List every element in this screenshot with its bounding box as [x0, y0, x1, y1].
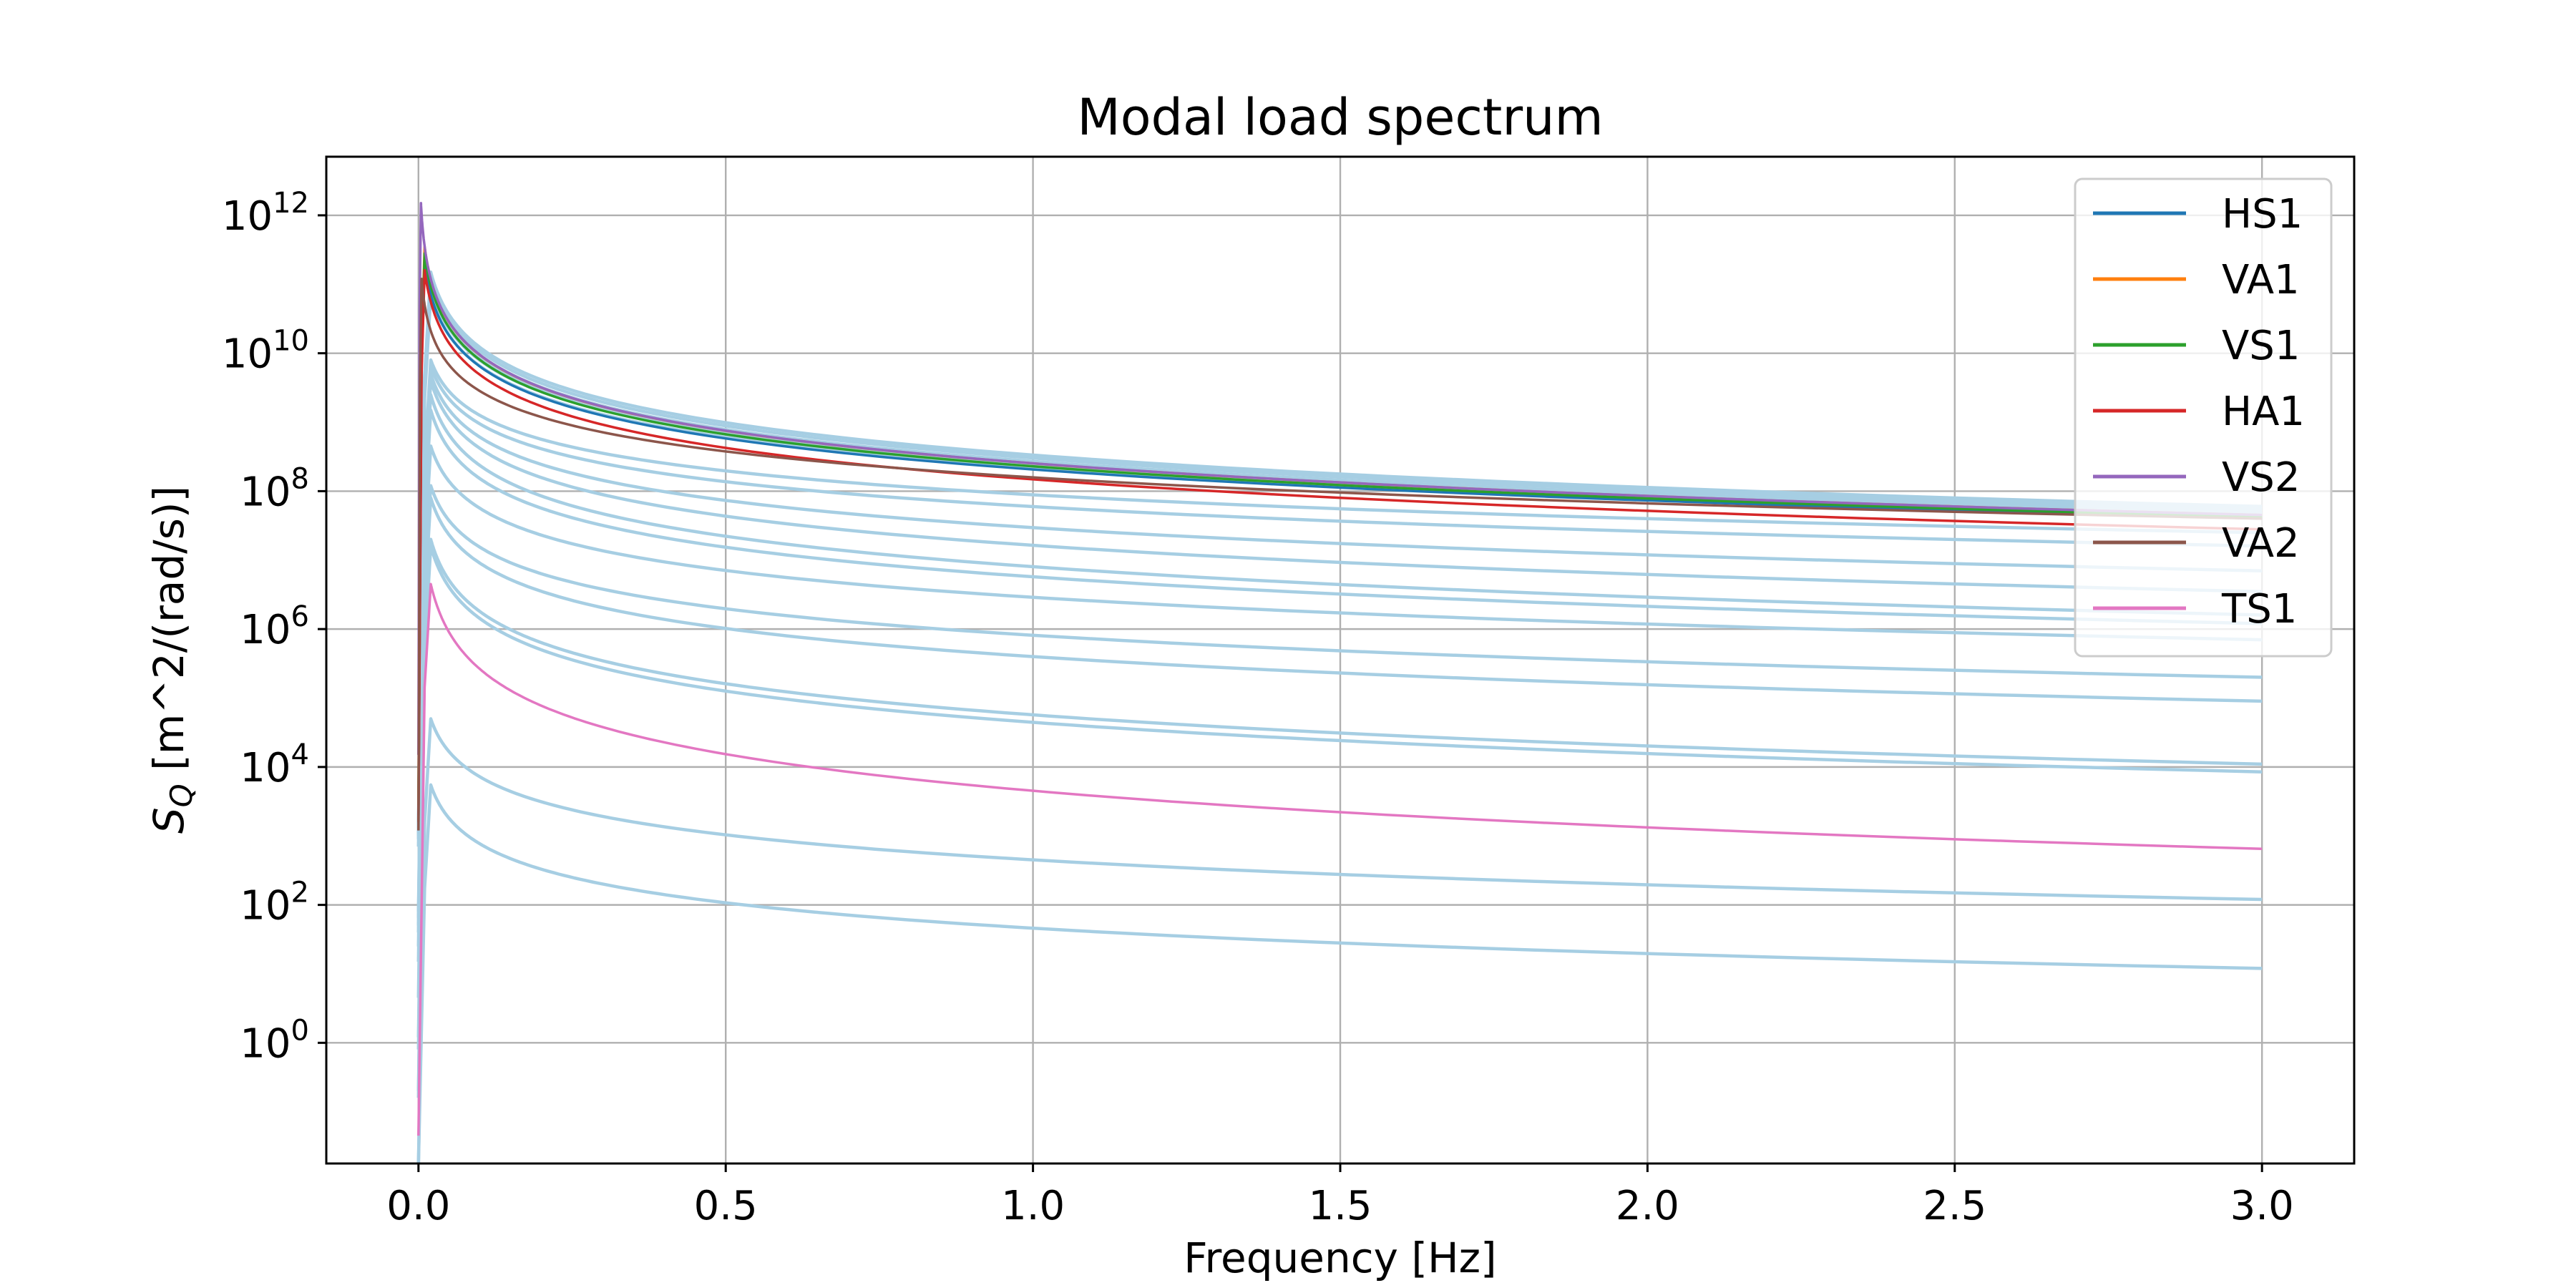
x-tick-label: 1.5 [1308, 1183, 1372, 1229]
y-tick-base: 10 [222, 331, 273, 378]
y-tick-exponent: 2 [291, 877, 309, 909]
chart-title: Modal load spectrum [1077, 88, 1603, 147]
unlabeled-series-line [416, 496, 2263, 1050]
y-tick-label: 1012 [222, 187, 309, 240]
y-tick-exponent: 10 [273, 325, 309, 358]
legend-label-va1: VA1 [2222, 257, 2300, 303]
y-tick-exponent: 0 [291, 1014, 309, 1047]
y-tick-label: 1010 [222, 325, 309, 378]
x-tick-label: 2.0 [1616, 1183, 1679, 1229]
unlabeled-series-line [416, 544, 2263, 1098]
y-axis-title-subscript: Q [164, 784, 199, 807]
y-tick-base: 10 [240, 469, 291, 515]
y-tick-base: 10 [240, 607, 291, 653]
y-tick-exponent: 6 [291, 600, 309, 633]
series-line-va2 [417, 277, 2263, 831]
y-axis-title-symbol: S [145, 807, 193, 834]
x-tick-label: 0.0 [386, 1183, 450, 1229]
legend-items: HS1 VA1 VS1 HA1 VS2 VA2 TS1 [2093, 191, 2305, 633]
y-tick-label: 102 [240, 877, 309, 930]
unlabeled-series-line [416, 358, 2263, 912]
legend-label-ts1: TS1 [2221, 586, 2297, 633]
y-tick-exponent: 4 [291, 738, 309, 771]
unlabeled-series-line [416, 270, 2263, 824]
series-line-ha1 [417, 268, 2263, 822]
y-axis-title-unit: [m^2/(rad/s)] [145, 486, 193, 784]
unlabeled-series-line [416, 372, 2263, 926]
x-tick-label: 0.5 [694, 1183, 758, 1229]
legend-label-vs1: VS1 [2222, 323, 2300, 369]
series-line-ts1 [417, 582, 2263, 1136]
series-line-vs2 [417, 202, 2263, 755]
y-tick-base: 10 [240, 883, 291, 930]
unlabeled-series-line [416, 537, 2263, 1091]
unlabeled-series-line [416, 484, 2263, 1038]
unlabeled-series-line [416, 444, 2263, 998]
legend-label-va2: VA2 [2222, 520, 2300, 567]
x-tick-label: 1.0 [1001, 1183, 1065, 1229]
legend-label-ha1: HA1 [2222, 389, 2305, 435]
y-tick-base: 10 [240, 1020, 291, 1067]
x-tick-label: 3.0 [2230, 1183, 2294, 1229]
y-tick-base: 10 [222, 193, 273, 240]
unlabeled-series-line [416, 783, 2263, 1164]
y-tick-label: 106 [240, 600, 309, 653]
y-tick-exponent: 8 [291, 462, 309, 495]
unlabeled-series-line [416, 393, 2263, 947]
legend-label-vs2: VS2 [2222, 454, 2300, 501]
series-line-vs1 [417, 252, 2263, 806]
series-line-hs1 [417, 262, 2263, 816]
named-series-group [417, 202, 2263, 1136]
x-axis-ticks: 0.0 0.5 1.0 1.5 2.0 2.5 3.0 [386, 1163, 2294, 1229]
x-tick-label: 2.5 [1923, 1183, 1986, 1229]
unlabeled-series-line [416, 717, 2263, 1164]
unlabeled-series-line [416, 364, 2263, 918]
legend-label-hs1: HS1 [2222, 191, 2303, 238]
x-axis-title: Frequency [Hz] [1184, 1234, 1496, 1282]
unlabeled-series-line [416, 379, 2263, 933]
y-axis-title: SQ [m^2/(rad/s)] [145, 486, 199, 834]
legend: HS1 VA1 VS1 HA1 VS2 VA2 TS1 [2074, 177, 2333, 658]
y-tick-base: 10 [240, 745, 291, 791]
y-tick-label: 100 [240, 1014, 309, 1067]
y-tick-label: 104 [240, 738, 309, 791]
y-tick-label: 108 [240, 462, 309, 515]
unlabeled-series-line [416, 275, 2263, 829]
y-tick-exponent: 12 [273, 187, 309, 220]
legend-box [2074, 177, 2333, 658]
unlabeled-series-line [416, 408, 2263, 962]
